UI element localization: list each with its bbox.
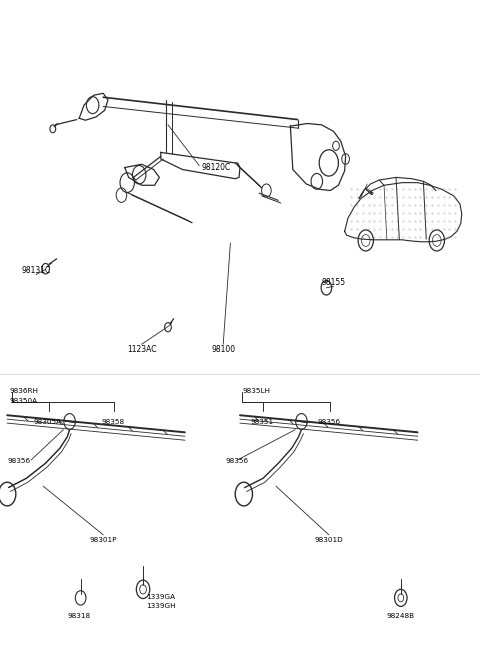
Text: 98120C: 98120C bbox=[202, 163, 231, 172]
Text: 98100: 98100 bbox=[211, 345, 235, 354]
Text: 98318: 98318 bbox=[68, 613, 91, 620]
Text: 98131C: 98131C bbox=[22, 266, 50, 275]
Circle shape bbox=[429, 230, 444, 251]
Text: 98358: 98358 bbox=[101, 419, 124, 425]
Text: 98351: 98351 bbox=[250, 419, 273, 425]
Text: 98356: 98356 bbox=[226, 458, 249, 464]
Text: 98356: 98356 bbox=[317, 419, 340, 425]
Text: 1123AC: 1123AC bbox=[127, 345, 156, 354]
Text: 98356: 98356 bbox=[7, 458, 30, 464]
Circle shape bbox=[395, 589, 407, 606]
Text: 98305A: 98305A bbox=[34, 419, 62, 425]
Circle shape bbox=[235, 482, 252, 506]
Text: 9835LH: 9835LH bbox=[242, 388, 270, 394]
Text: 9836RH: 9836RH bbox=[10, 388, 38, 394]
Text: 1339GA: 1339GA bbox=[146, 593, 176, 600]
Text: 98248B: 98248B bbox=[387, 613, 415, 620]
Circle shape bbox=[358, 230, 373, 251]
Text: 98301P: 98301P bbox=[89, 537, 117, 543]
Text: 98155: 98155 bbox=[322, 278, 346, 287]
Text: 98350A: 98350A bbox=[10, 397, 38, 404]
Text: 98301D: 98301D bbox=[314, 537, 343, 543]
Circle shape bbox=[136, 580, 150, 599]
Text: 1339GH: 1339GH bbox=[146, 602, 176, 609]
Circle shape bbox=[75, 591, 86, 605]
Circle shape bbox=[0, 482, 16, 506]
